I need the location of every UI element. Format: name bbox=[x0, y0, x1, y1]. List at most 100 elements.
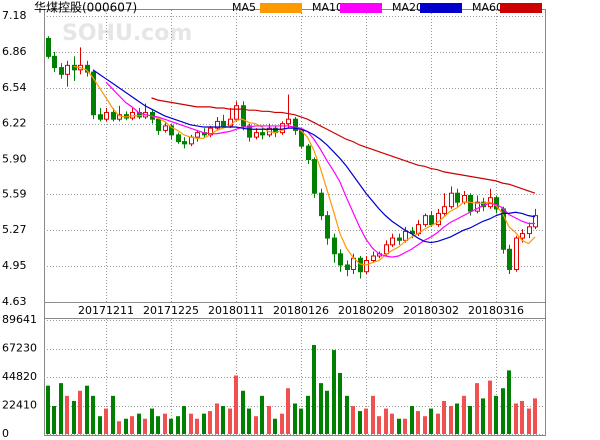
candle-body bbox=[527, 226, 532, 235]
candle-body bbox=[494, 197, 499, 210]
volume-bar bbox=[241, 390, 245, 434]
candle-body bbox=[358, 257, 363, 273]
volume-bar bbox=[143, 418, 147, 434]
volume-bar bbox=[423, 416, 427, 434]
legend-label: MA10 bbox=[312, 1, 343, 14]
candle-body bbox=[306, 145, 311, 161]
volume-bar bbox=[111, 395, 115, 434]
candle-body bbox=[403, 230, 408, 241]
candle-body bbox=[371, 255, 376, 262]
volume-bar bbox=[52, 406, 56, 434]
y-tick-label: 6.86 bbox=[2, 45, 27, 58]
volume-bar bbox=[371, 395, 375, 434]
y-tick-label: 5.90 bbox=[2, 153, 27, 166]
volume-bar bbox=[514, 403, 518, 434]
volume-bar bbox=[403, 418, 407, 434]
volume-bar bbox=[501, 388, 505, 434]
volume-bar bbox=[475, 383, 479, 434]
legend-swatch bbox=[420, 3, 462, 13]
y-tick-label: 67230 bbox=[2, 342, 37, 355]
y-tick-label: 5.59 bbox=[2, 187, 27, 200]
candle-body bbox=[475, 201, 480, 212]
candle-body bbox=[462, 194, 467, 203]
volume-bar bbox=[72, 400, 76, 434]
volume-bar bbox=[527, 408, 531, 434]
candle-body bbox=[176, 134, 181, 143]
volume-bar bbox=[163, 413, 167, 434]
legend-swatch bbox=[340, 3, 382, 13]
volume-bar bbox=[247, 408, 251, 434]
candle-body bbox=[423, 215, 428, 226]
candle-body bbox=[163, 125, 168, 131]
volume-bar bbox=[59, 383, 63, 434]
volume-bar bbox=[202, 413, 206, 434]
y-tick-label: 6.22 bbox=[2, 117, 27, 130]
frame bbox=[44, 9, 546, 436]
ma-line bbox=[151, 97, 536, 194]
candle-body bbox=[397, 237, 402, 241]
y-tick-label: 44820 bbox=[2, 370, 37, 383]
candle-body bbox=[280, 123, 285, 134]
volume-bar bbox=[384, 408, 388, 434]
y-tick-label: 4.63 bbox=[2, 295, 27, 308]
volume-bar bbox=[228, 408, 232, 434]
candle-body bbox=[215, 120, 220, 129]
candle-body bbox=[312, 159, 317, 194]
y-tick-label: 5.27 bbox=[2, 223, 27, 236]
volume-bar bbox=[429, 408, 433, 434]
volume-bar bbox=[208, 411, 212, 434]
legend-swatch bbox=[500, 3, 542, 13]
volume-bar bbox=[312, 344, 316, 434]
volume-bar bbox=[286, 388, 290, 434]
volume-bar bbox=[182, 406, 186, 434]
volume-bar bbox=[91, 395, 95, 434]
candle-body bbox=[156, 118, 161, 131]
candle-body bbox=[338, 253, 343, 266]
volume-bar bbox=[130, 416, 134, 434]
candle-body bbox=[254, 132, 259, 138]
volume-bar bbox=[455, 403, 459, 434]
y-tick-label: 6.54 bbox=[2, 81, 27, 94]
candle-body bbox=[85, 64, 90, 73]
volume-bar bbox=[234, 375, 238, 434]
candle-body bbox=[98, 114, 103, 120]
volume-bar bbox=[319, 383, 323, 434]
candle-body bbox=[169, 125, 174, 136]
volume-bar bbox=[176, 416, 180, 434]
volume-bar bbox=[273, 418, 277, 434]
volume-bar bbox=[332, 350, 336, 434]
x-tick-label: 20171225 bbox=[143, 304, 199, 317]
volume-bar bbox=[150, 408, 154, 434]
volume-bar bbox=[416, 411, 420, 434]
volume-bar bbox=[507, 370, 511, 434]
candle-body bbox=[72, 64, 77, 71]
volume-bar bbox=[117, 421, 121, 434]
volume-bar bbox=[397, 418, 401, 434]
x-tick-label: 20180111 bbox=[208, 304, 264, 317]
volume-bar bbox=[468, 406, 472, 434]
y-tick-label: 4.95 bbox=[2, 259, 27, 272]
volume-bar bbox=[488, 380, 492, 434]
candle-body bbox=[514, 237, 519, 270]
candle-body bbox=[429, 215, 434, 226]
candle-body bbox=[449, 192, 454, 208]
candle-body bbox=[455, 192, 460, 203]
volume-bar bbox=[78, 390, 82, 434]
volume-bar bbox=[325, 390, 329, 434]
candle-body bbox=[221, 120, 226, 127]
volume-bar bbox=[520, 400, 524, 434]
volume-bar bbox=[533, 398, 537, 434]
candle-body bbox=[384, 244, 389, 255]
x-tick-label: 20180316 bbox=[468, 304, 524, 317]
volume-bar bbox=[345, 395, 349, 434]
volume-bar bbox=[436, 413, 440, 434]
candle-body bbox=[325, 215, 330, 239]
volume-bar bbox=[410, 406, 414, 434]
candle-body bbox=[507, 248, 512, 270]
volume-bar bbox=[390, 413, 394, 434]
watermark: SOHU.com bbox=[62, 21, 192, 46]
volume-bar bbox=[156, 416, 160, 434]
candle-body bbox=[104, 111, 109, 120]
candle-body bbox=[111, 111, 116, 120]
candle-body bbox=[390, 237, 395, 246]
